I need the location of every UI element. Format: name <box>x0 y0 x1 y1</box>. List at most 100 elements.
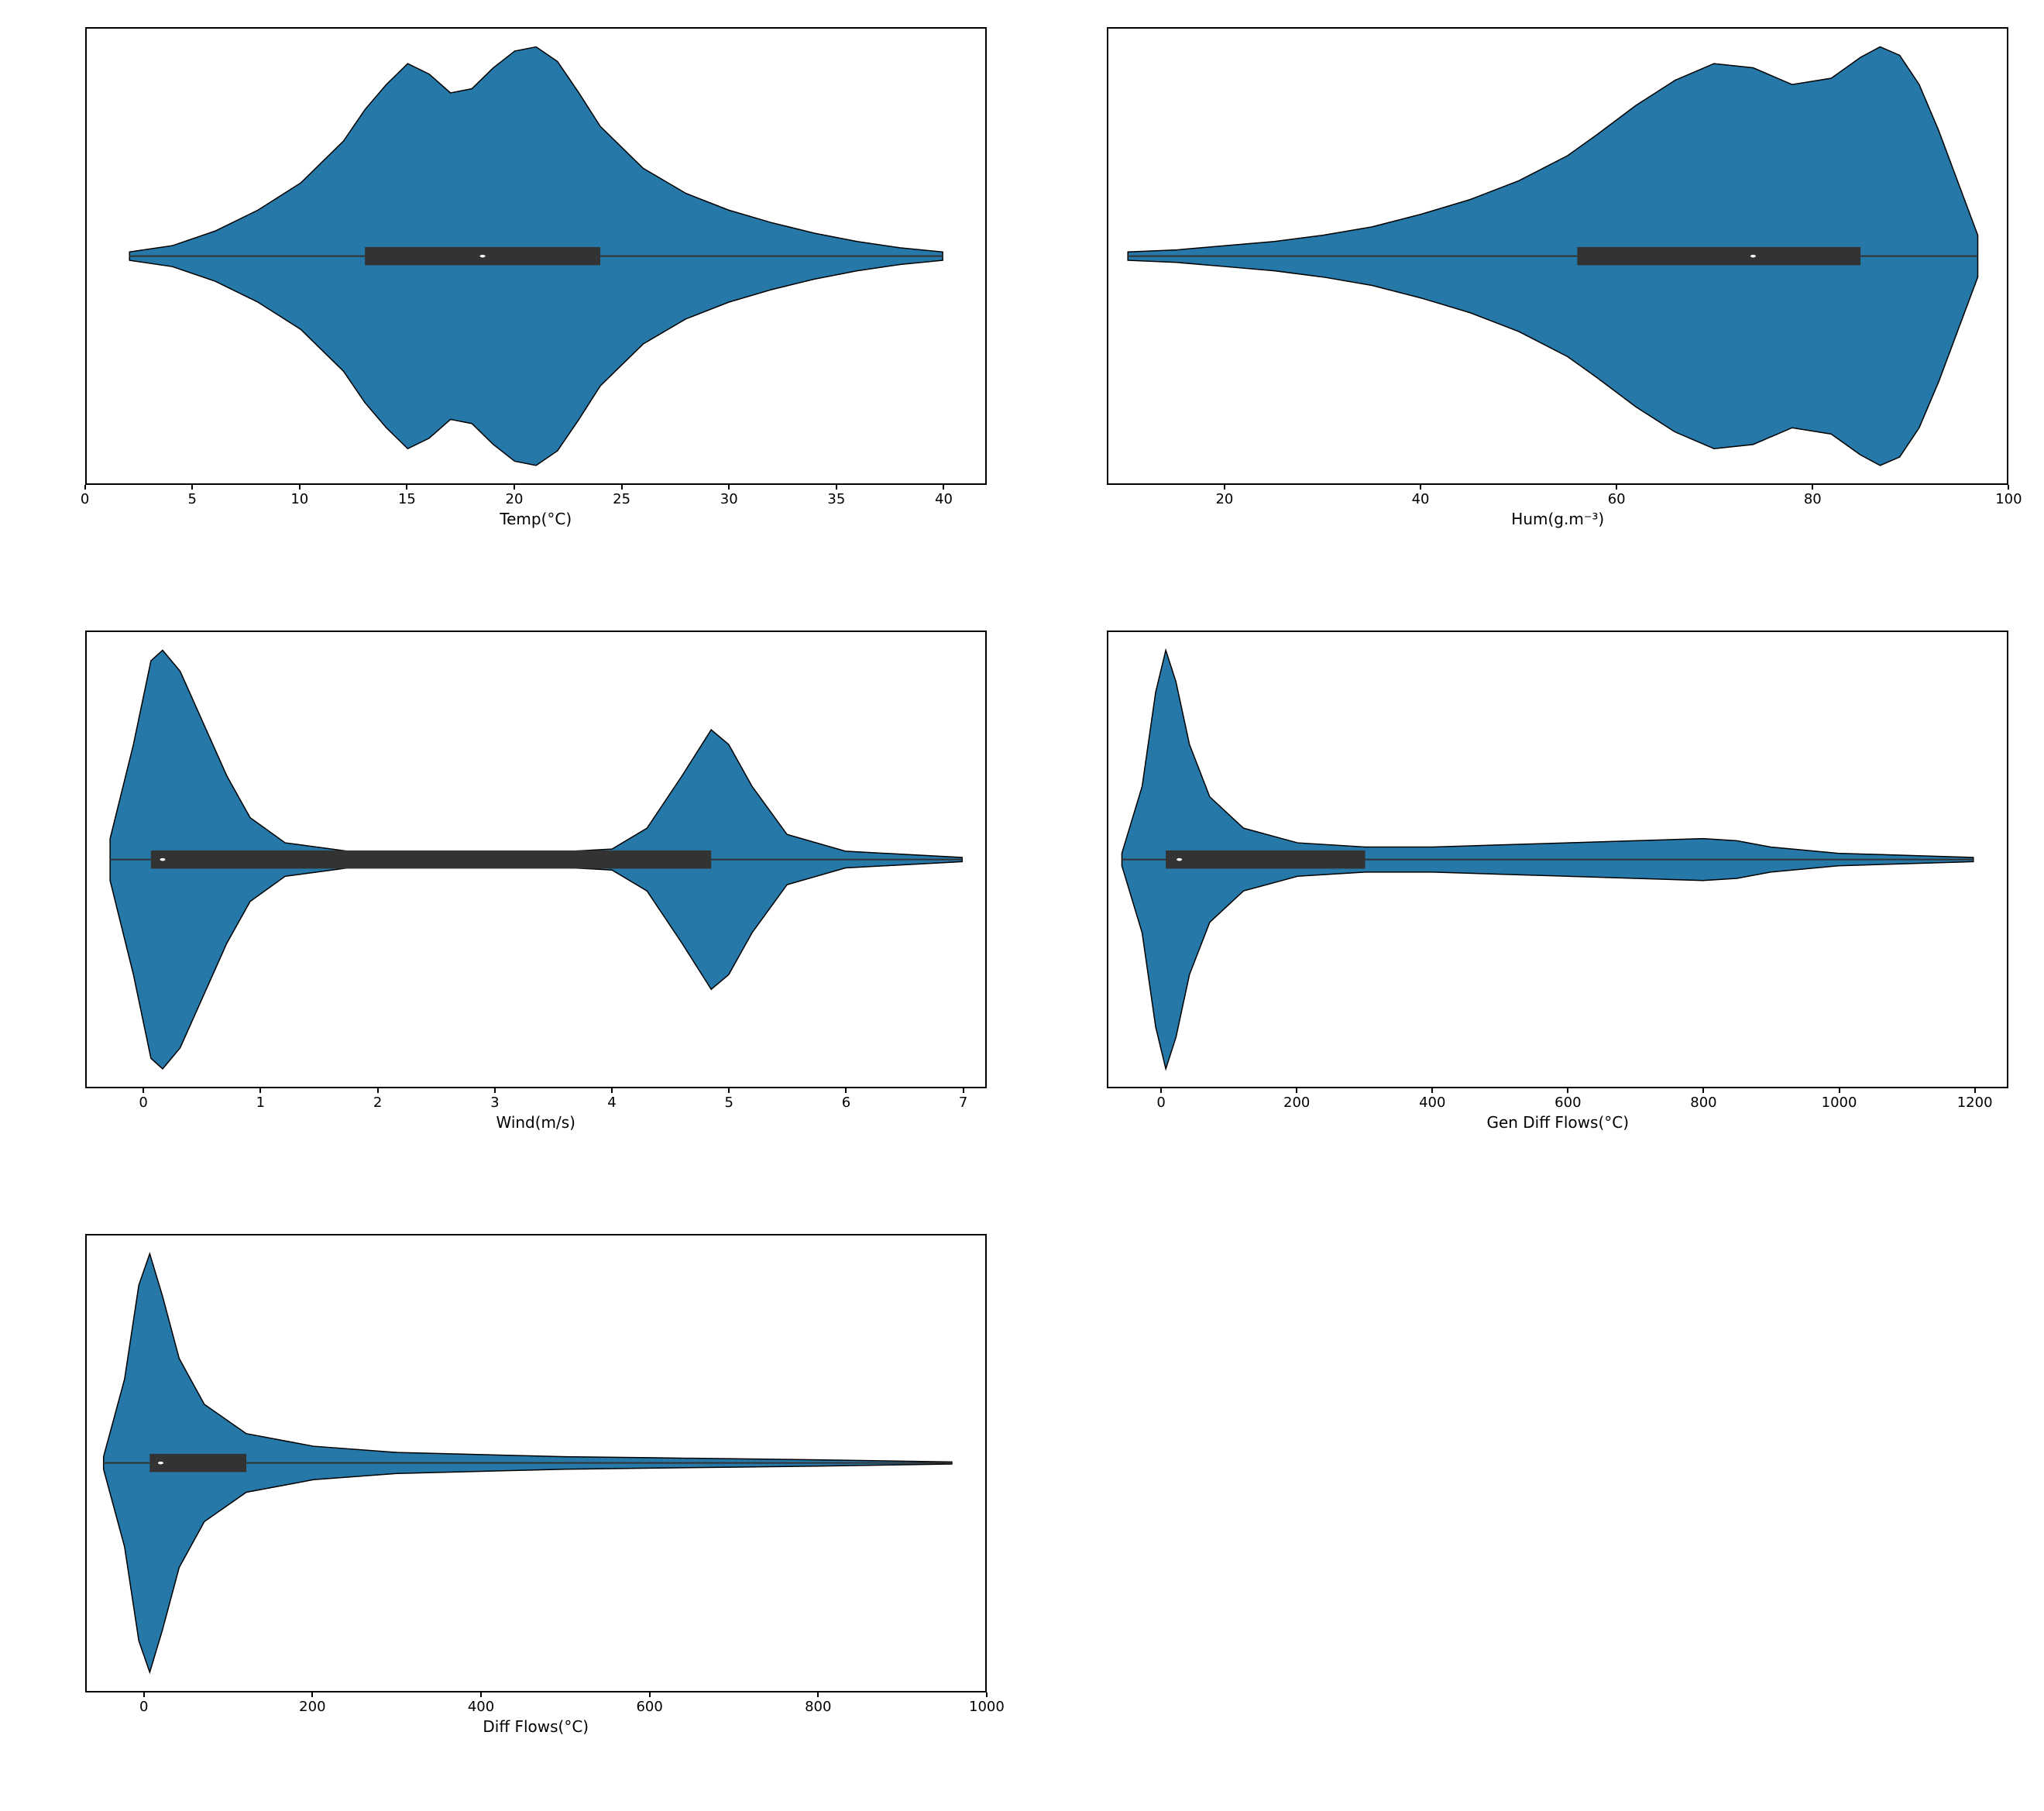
xlabel-wind: Wind(m/s) <box>496 1113 575 1132</box>
plot-area-diff <box>85 1234 987 1692</box>
median-dot <box>1177 858 1182 861</box>
xtick-label: 0 <box>139 1699 148 1715</box>
xtick-label: 800 <box>1690 1095 1716 1111</box>
xtick-mark <box>1812 485 1813 490</box>
xtick-label: 400 <box>468 1699 494 1715</box>
xtick-mark <box>845 1088 847 1093</box>
xlabel-hum: Hum(g.m⁻³) <box>1511 510 1604 528</box>
panel-hum: 20 40 60 80 100 Hum(g.m⁻³) <box>1038 15 2029 588</box>
xtick-label: 0 <box>81 491 89 507</box>
iqr-box <box>1577 247 1860 265</box>
xtick-mark <box>2008 485 2009 490</box>
xtick-mark <box>259 1088 261 1093</box>
xtick-label: 200 <box>1283 1095 1310 1111</box>
xtick-label: 20 <box>1215 491 1233 507</box>
xtick-label: 600 <box>636 1699 662 1715</box>
xtick-label: 5 <box>187 491 196 507</box>
xtick-label: 400 <box>1419 1095 1445 1111</box>
panel-gendiff: 0 200 400 600 800 1000 1200 Gen Diff Flows(°C) <box>1038 619 2029 1191</box>
xtick-label: 30 <box>720 491 738 507</box>
xtick-label: 5 <box>725 1095 733 1111</box>
panel-wind: 0 1 2 3 4 5 6 7 Wind(m/s) <box>15 619 1007 1191</box>
iqr-box <box>1166 851 1365 868</box>
xtick-mark <box>817 1692 819 1697</box>
xtick-mark <box>728 1088 730 1093</box>
xlabel-gendiff: Gen Diff Flows(°C) <box>1486 1113 1629 1132</box>
xtick-label: 7 <box>959 1095 967 1111</box>
plot-area-gendiff <box>1107 631 2008 1088</box>
xtick-label: 0 <box>139 1095 147 1111</box>
xtick-label: 15 <box>398 491 416 507</box>
xtick-label: 20 <box>506 491 524 507</box>
iqr-box <box>149 1454 246 1472</box>
panel-temp: 0 5 10 15 20 25 30 35 40 Temp(°C) <box>15 15 1007 588</box>
xtick-label: 6 <box>842 1095 850 1111</box>
xtick-mark <box>836 485 837 490</box>
xtick-mark <box>986 1692 988 1697</box>
xtick-label: 1200 <box>1957 1095 1993 1111</box>
figure-grid: 0510152025303540Temp(°C)20406080100Hum(g… <box>15 15 2029 1796</box>
xtick-mark <box>621 485 623 490</box>
xtick-mark <box>1420 485 1421 490</box>
xtick-label: 25 <box>613 491 630 507</box>
xtick-mark <box>406 485 407 490</box>
xtick-label: 2 <box>373 1095 382 1111</box>
xlabel-diff: Diff Flows(°C) <box>483 1717 589 1736</box>
median-dot <box>479 255 485 258</box>
xtick-mark <box>299 485 301 490</box>
xtick-mark <box>1296 1088 1297 1093</box>
xtick-label: 1 <box>256 1095 265 1111</box>
xtick-mark <box>143 1692 145 1697</box>
plot-area-temp <box>85 27 987 485</box>
median-dot <box>158 1462 163 1465</box>
violin-hum <box>1108 29 2007 483</box>
xtick-mark <box>1974 1088 1976 1093</box>
xtick-mark <box>143 1088 144 1093</box>
xtick-mark <box>84 485 86 490</box>
xtick-label: 80 <box>1804 491 1822 507</box>
xtick-mark <box>963 1088 964 1093</box>
xtick-label: 35 <box>827 491 845 507</box>
xtick-label: 0 <box>1156 1095 1165 1111</box>
iqr-box <box>150 851 710 868</box>
xtick-mark <box>1702 1088 1704 1093</box>
xtick-mark <box>1567 1088 1568 1093</box>
xtick-mark <box>480 1692 482 1697</box>
xtick-mark <box>494 1088 496 1093</box>
xtick-mark <box>311 1692 313 1697</box>
violin-temp <box>87 29 985 483</box>
violin-gendiff <box>1108 632 2007 1087</box>
xtick-label: 200 <box>299 1699 325 1715</box>
xtick-label: 40 <box>1412 491 1430 507</box>
xlabel-temp: Temp(°C) <box>500 510 572 528</box>
violin-diff <box>87 1235 985 1690</box>
xtick-label: 10 <box>290 491 308 507</box>
xtick-label: 1000 <box>1822 1095 1857 1111</box>
xtick-label: 3 <box>490 1095 499 1111</box>
xtick-label: 4 <box>607 1095 616 1111</box>
xtick-mark <box>611 1088 613 1093</box>
xtick-mark <box>514 485 515 490</box>
plot-area-hum <box>1107 27 2008 485</box>
xtick-mark <box>1431 1088 1433 1093</box>
xtick-mark <box>1224 485 1225 490</box>
xtick-label: 600 <box>1554 1095 1581 1111</box>
xtick-mark <box>191 485 193 490</box>
xtick-mark <box>943 485 944 490</box>
plot-area-wind <box>85 631 987 1088</box>
median-dot <box>1750 255 1756 258</box>
xtick-label: 800 <box>805 1699 831 1715</box>
xtick-mark <box>1160 1088 1162 1093</box>
xtick-label: 100 <box>1995 491 2022 507</box>
xtick-mark <box>649 1692 651 1697</box>
xtick-mark <box>1616 485 1617 490</box>
median-dot <box>160 858 165 861</box>
xtick-label: 60 <box>1608 491 1626 507</box>
violin-wind <box>87 632 985 1087</box>
xtick-mark <box>728 485 730 490</box>
xtick-label: 40 <box>935 491 953 507</box>
panel-diff: 0 200 400 600 800 1000 Diff Flows(°C) <box>15 1222 1007 1795</box>
xtick-label: 1000 <box>969 1699 1005 1715</box>
xtick-mark <box>1839 1088 1840 1093</box>
xtick-mark <box>377 1088 379 1093</box>
